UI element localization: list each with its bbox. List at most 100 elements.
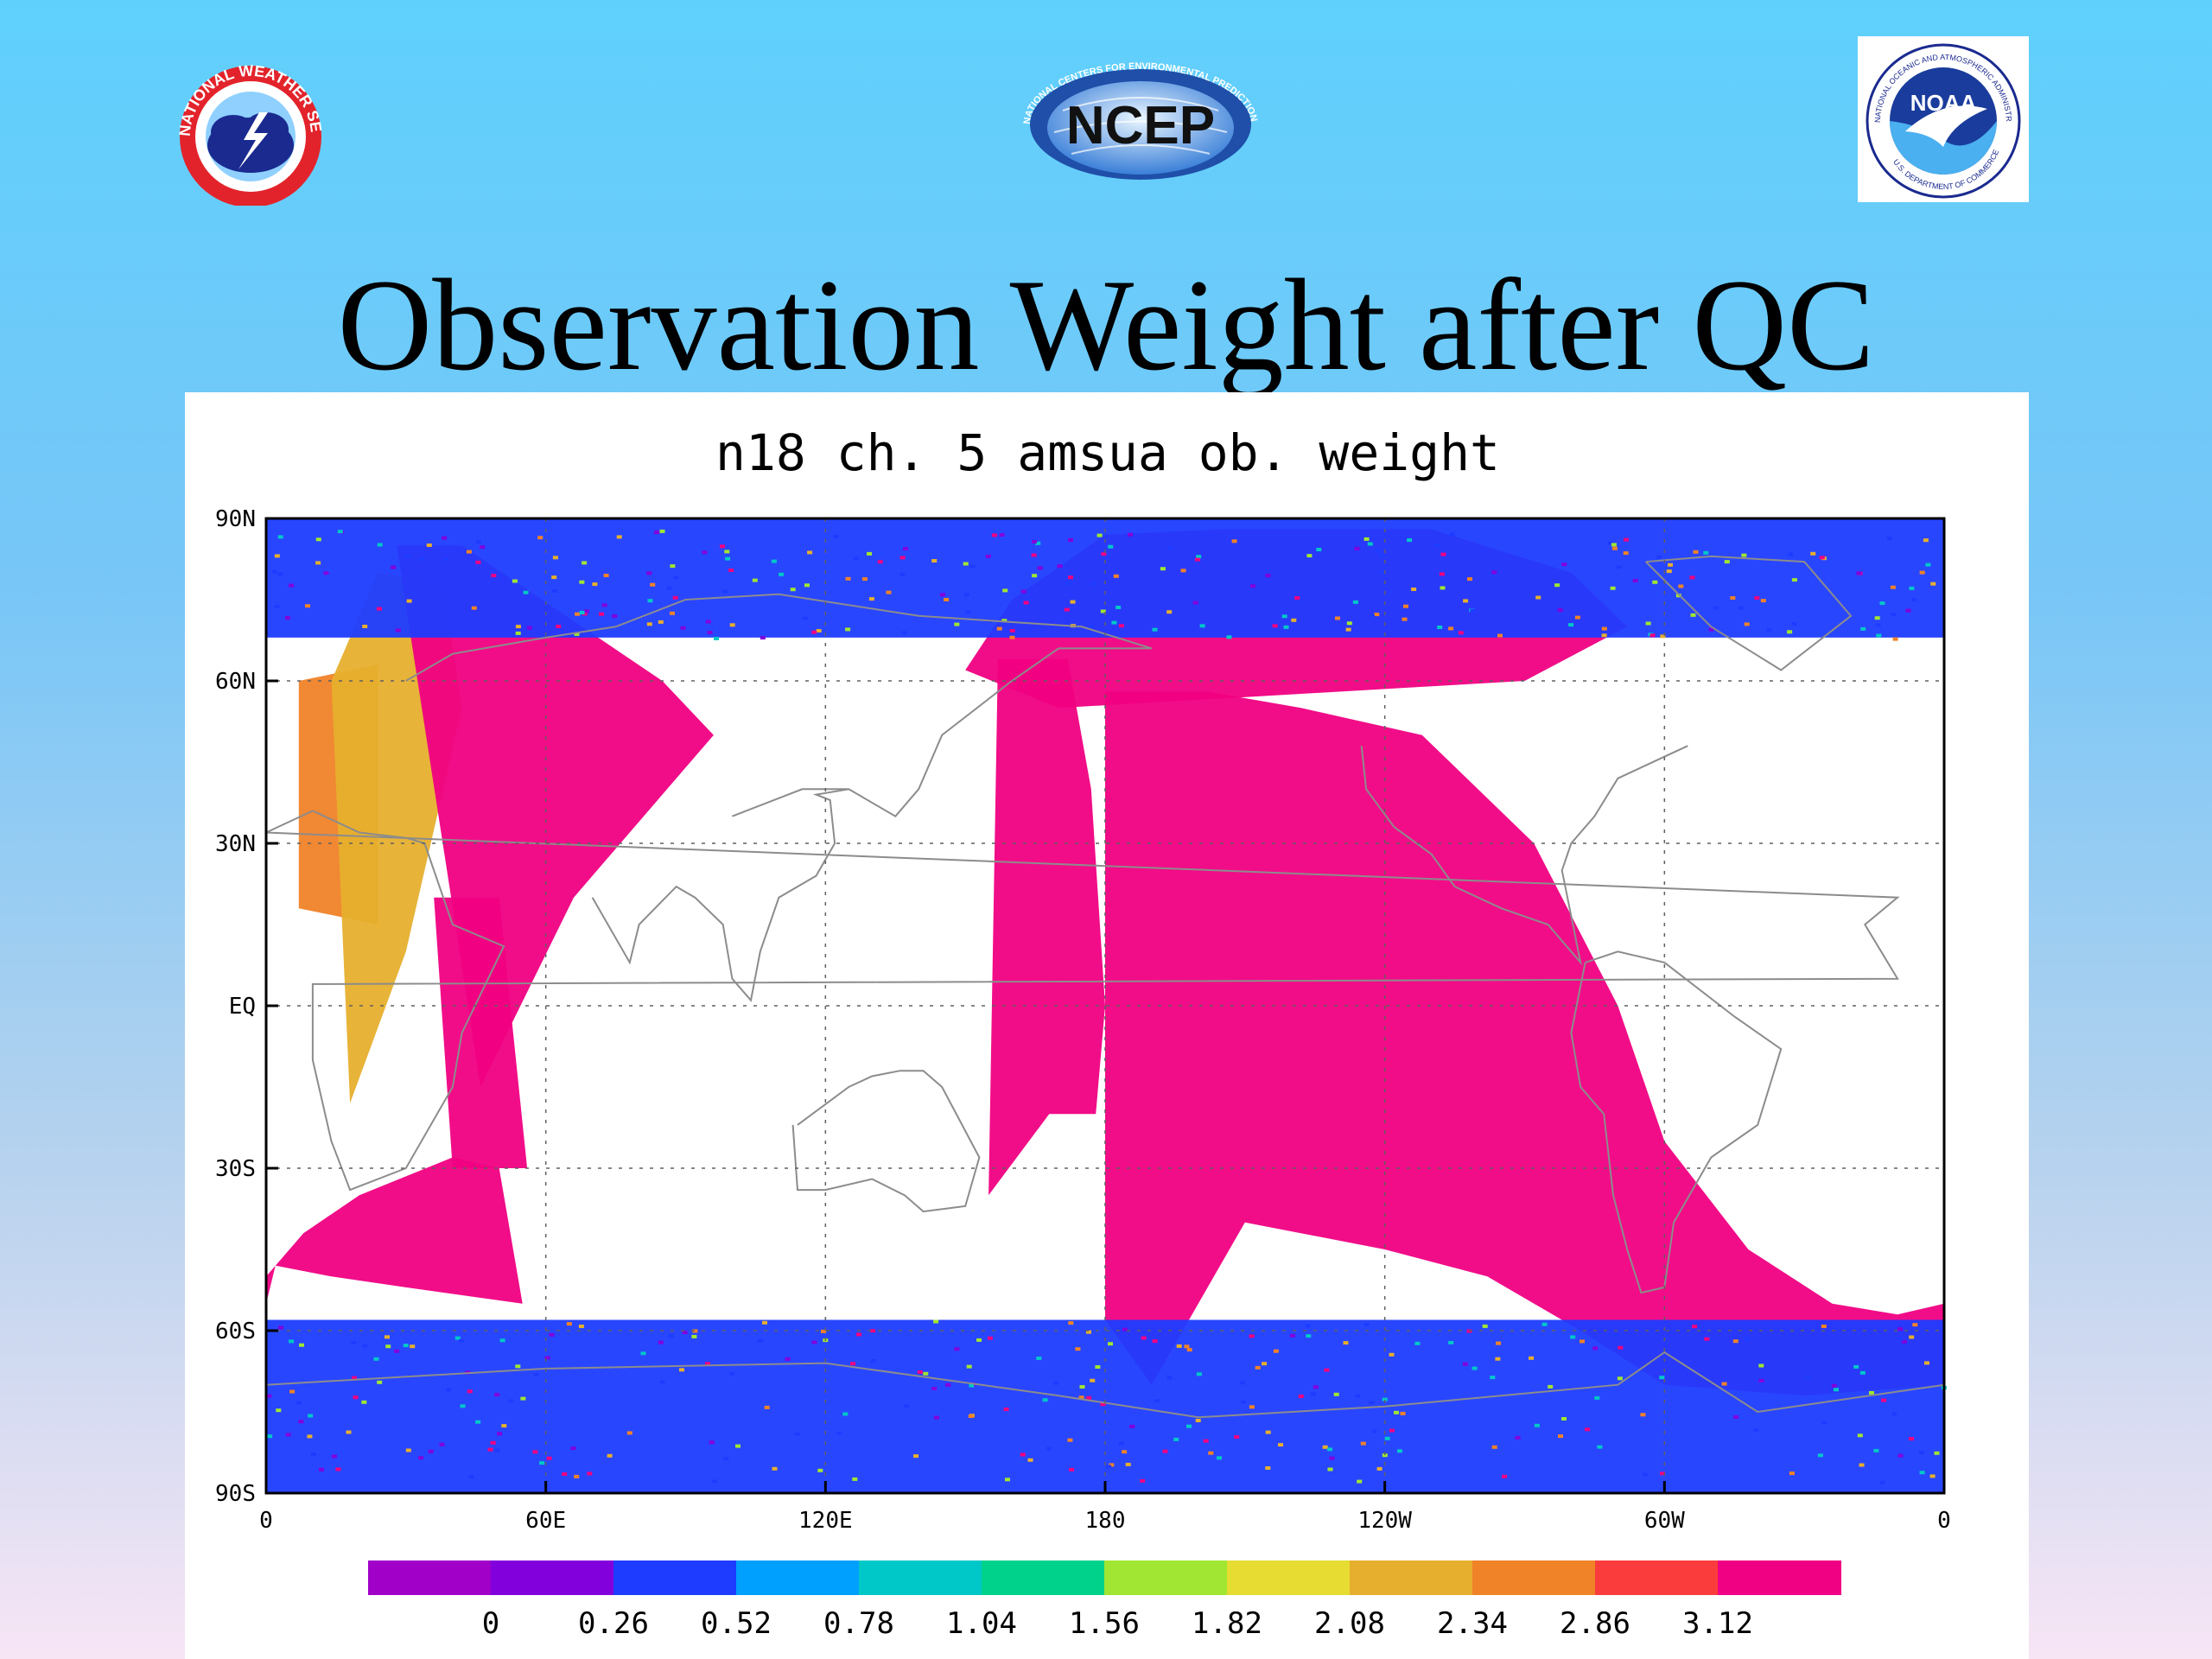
obs-point — [707, 631, 713, 634]
obs-point — [1891, 1412, 1897, 1416]
obs-point — [1659, 1376, 1665, 1380]
obs-point — [1789, 1471, 1795, 1476]
obs-point — [833, 534, 839, 538]
y-tick-label: 30S — [215, 1156, 256, 1182]
obs-point — [1741, 553, 1747, 557]
obs-point — [1561, 563, 1567, 567]
obs-point — [1708, 627, 1714, 632]
obs-point — [508, 1399, 514, 1403]
obs-point — [1360, 1441, 1366, 1446]
obs-point — [1265, 1466, 1271, 1470]
grid-lines — [266, 518, 1944, 1493]
obs-point — [1294, 596, 1300, 600]
obs-point — [1249, 1334, 1255, 1338]
obs-point — [1068, 538, 1073, 543]
colorbar-segment — [1350, 1560, 1473, 1595]
obs-point — [1306, 554, 1313, 558]
obs-point — [760, 636, 766, 640]
obs-point — [404, 554, 410, 558]
obs-point — [1069, 1467, 1075, 1471]
obs-point — [515, 631, 521, 635]
obs-point — [1333, 1392, 1339, 1396]
obs-point — [446, 1388, 451, 1392]
obs-point — [574, 632, 580, 636]
obs-point — [346, 1430, 352, 1434]
obs-point — [562, 1472, 568, 1476]
obs-point — [816, 629, 822, 632]
obs-point — [804, 583, 810, 588]
obs-point — [670, 611, 675, 615]
obs-point — [1805, 1375, 1811, 1379]
obs-point — [1162, 1449, 1168, 1453]
obs-point — [650, 582, 656, 587]
obs-point — [1617, 1376, 1623, 1381]
obs-point — [1561, 1417, 1567, 1421]
obs-point — [1100, 609, 1106, 613]
obs-point — [1668, 563, 1673, 567]
obs-point — [1497, 633, 1503, 638]
colorbar-segment — [1104, 1560, 1228, 1595]
obs-point — [1541, 1322, 1548, 1326]
obs-point — [467, 1389, 473, 1394]
colorbar-segment — [1595, 1560, 1719, 1595]
obs-point — [987, 1336, 993, 1340]
obs-point — [305, 604, 310, 608]
obs-point — [1226, 635, 1232, 639]
obs-point — [1032, 540, 1037, 543]
obs-point — [1122, 1450, 1128, 1454]
obs-point — [406, 599, 412, 603]
obs-point — [1154, 1399, 1160, 1403]
obs-point — [1760, 599, 1766, 603]
obs-point — [575, 612, 581, 616]
swath-8 — [266, 1319, 1944, 1493]
obs-point — [1554, 583, 1560, 588]
obs-point — [1656, 555, 1662, 559]
obs-point — [939, 593, 945, 597]
obs-point — [692, 1329, 698, 1333]
obs-point — [1186, 1424, 1192, 1428]
colorbar: 0 0.26 0.52 0.78 1.04 1.56 1.82 2.08 2.34 2.86 3.1… — [368, 1560, 1841, 1641]
obs-point — [403, 1344, 409, 1348]
obs-point — [861, 577, 868, 582]
obs-point — [1378, 553, 1384, 557]
nws-logo: NATIONAL WEATHER SERVICE — [159, 36, 337, 207]
obs-point — [673, 575, 679, 580]
obs-point — [1009, 635, 1015, 639]
obs-point — [490, 1440, 496, 1445]
obs-point — [850, 1362, 855, 1366]
obs-point — [1860, 626, 1866, 631]
obs-point — [574, 1474, 580, 1478]
obs-point — [1934, 1451, 1940, 1455]
obs-point — [1754, 596, 1760, 600]
obs-point — [1873, 1448, 1879, 1452]
obs-point — [532, 1450, 538, 1454]
obs-point — [315, 561, 321, 565]
obs-point — [1310, 1392, 1316, 1396]
obs-point — [1440, 552, 1446, 556]
obs-point — [546, 1456, 552, 1460]
obs-point — [1352, 600, 1358, 604]
obs-point — [1363, 1322, 1370, 1326]
obs-point — [646, 571, 652, 575]
obs-point — [1548, 1384, 1554, 1389]
obs-point — [790, 588, 796, 592]
coastline-0 — [405, 593, 1153, 817]
obs-point — [616, 535, 622, 539]
obs-point — [1176, 1344, 1182, 1348]
obs-point — [811, 630, 817, 634]
obs-point — [362, 1344, 368, 1348]
obs-point — [1724, 560, 1730, 564]
obs-point — [1874, 616, 1880, 620]
obs-point — [1471, 1366, 1478, 1370]
obs-point — [1821, 1325, 1827, 1328]
obs-point — [954, 622, 960, 626]
obs-point — [1068, 1321, 1074, 1325]
obs-point — [1491, 1445, 1497, 1449]
obs-point — [299, 1343, 304, 1347]
obs-point — [1036, 1357, 1042, 1360]
obs-point — [1354, 546, 1360, 550]
obs-point — [1116, 606, 1122, 609]
colorbar-segment — [859, 1560, 982, 1595]
obs-point — [729, 1371, 735, 1376]
obs-point — [337, 530, 343, 534]
